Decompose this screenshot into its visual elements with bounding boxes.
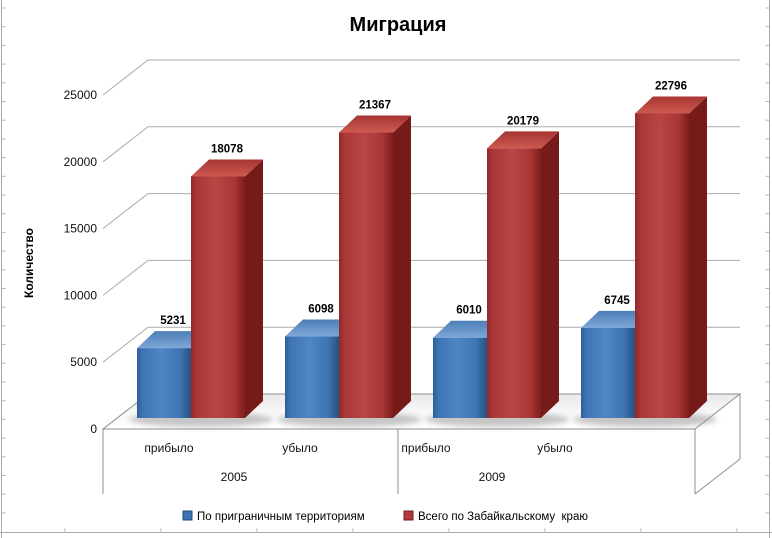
bar-front-face [339, 132, 393, 419]
bar-front-face [285, 336, 339, 418]
bar-top-face [487, 131, 559, 149]
category-box-line-4 [694, 458, 741, 495]
bar-top-face [635, 96, 707, 114]
bar-side-face [245, 159, 263, 419]
category-labels: прибыло убыло прибыло убыло 2005 2009 [144, 441, 573, 484]
legend: По приграничным территориям Всего по Заб… [182, 510, 588, 523]
y-tick-label-0: 0 [90, 422, 97, 436]
legend-swatch-zabaykalsky-total [403, 510, 414, 521]
bar-top-face [191, 159, 263, 177]
bar-side-face [393, 115, 411, 419]
bar-front-face [137, 348, 191, 418]
gridline-20000 [102, 126, 740, 163]
bar-front-face [191, 176, 245, 418]
category-label-2005-departed: убыло [282, 441, 318, 455]
category-label-2005-arrived: прибыло [144, 441, 194, 455]
y-tick-label-25000: 25000 [64, 88, 98, 102]
legend-swatch-border-territories [182, 510, 193, 521]
y-tick-label-15000: 15000 [64, 222, 98, 236]
bar-zabaykalsky-total-2009-arrived [487, 131, 559, 418]
bar-top-face [339, 115, 411, 133]
bar-front-face [433, 337, 487, 418]
bar-front-face [581, 327, 635, 418]
y-tick-label-20000: 20000 [64, 155, 98, 169]
y-tick-label-5000: 5000 [70, 355, 97, 369]
y-axis-tick-labels: 0 5000 10000 15000 20000 25000 [64, 88, 98, 436]
data-label-zabaykalsky-total-2009-arrived: 20179 [507, 115, 539, 127]
bar-zabaykalsky-total-2005-arrived [191, 159, 263, 419]
data-label-border-territories-2009-arrived: 6010 [456, 305, 482, 317]
y-axis-title: Количество [22, 228, 36, 298]
bar-zabaykalsky-total-2009-departed [635, 96, 707, 419]
y-tick-label-10000: 10000 [64, 288, 98, 302]
legend-label-zabaykalsky-total: Всего по Забайкальскому краю [418, 511, 588, 523]
group-label-2005: 2005 [221, 470, 248, 484]
data-label-zabaykalsky-total-2005-arrived: 18078 [211, 143, 244, 155]
gridline-25000 [102, 59, 740, 96]
data-label-border-territories-2009-departed: 6745 [604, 295, 630, 307]
bar-front-face [635, 113, 689, 419]
chart-title: Миграция [350, 14, 447, 36]
bar-side-face [541, 131, 559, 418]
legend-label-border-territories: По приграничным территориям [197, 511, 365, 523]
data-label-zabaykalsky-total-2005-departed: 21367 [359, 100, 391, 112]
bar-front-face [487, 148, 541, 418]
data-label-zabaykalsky-total-2009-departed: 22796 [655, 80, 687, 92]
bar-side-face [689, 96, 707, 419]
category-axis-box [102, 394, 741, 495]
bars [137, 96, 707, 419]
category-label-2009-departed: убыло [537, 441, 573, 455]
category-label-2009-arrived: прибыло [401, 441, 451, 455]
group-label-2009: 2009 [479, 470, 506, 484]
data-labels: 5231 18078 6098 21367 6010 20179 6745 22796 [160, 80, 687, 327]
data-label-border-territories-2005-arrived: 5231 [160, 315, 186, 327]
bar-zabaykalsky-total-2005-departed [339, 115, 411, 419]
data-label-border-territories-2005-departed: 6098 [308, 304, 334, 316]
